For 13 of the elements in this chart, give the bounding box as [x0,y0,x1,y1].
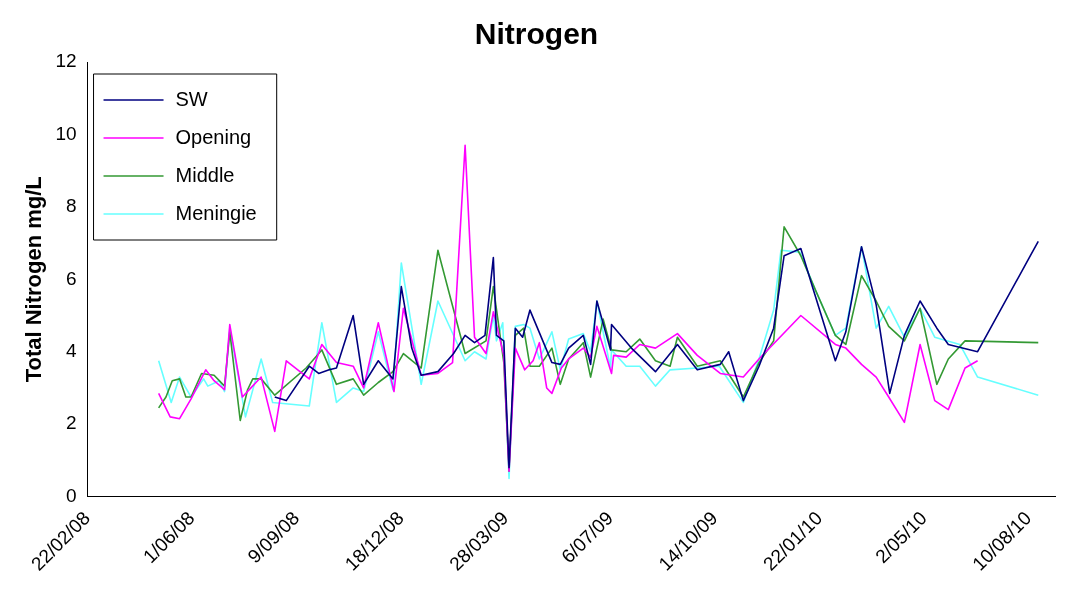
legend-label: Opening [175,125,252,148]
legend-label: Middle [175,163,235,186]
y-tick-label: 0 [65,484,77,506]
y-tick-label: 12 [55,50,77,72]
y-tick-label: 8 [65,195,77,217]
legend-label: SW [175,87,208,110]
y-tick-label: 10 [55,122,77,144]
y-tick-label: 4 [65,339,77,361]
y-tick-label: 6 [65,267,77,289]
y-axis-title: Total Nitrogen mg/L [21,176,47,383]
legend-label: Meningie [175,201,257,224]
chart-title: Nitrogen [474,17,599,51]
y-tick-label: 2 [65,412,77,434]
